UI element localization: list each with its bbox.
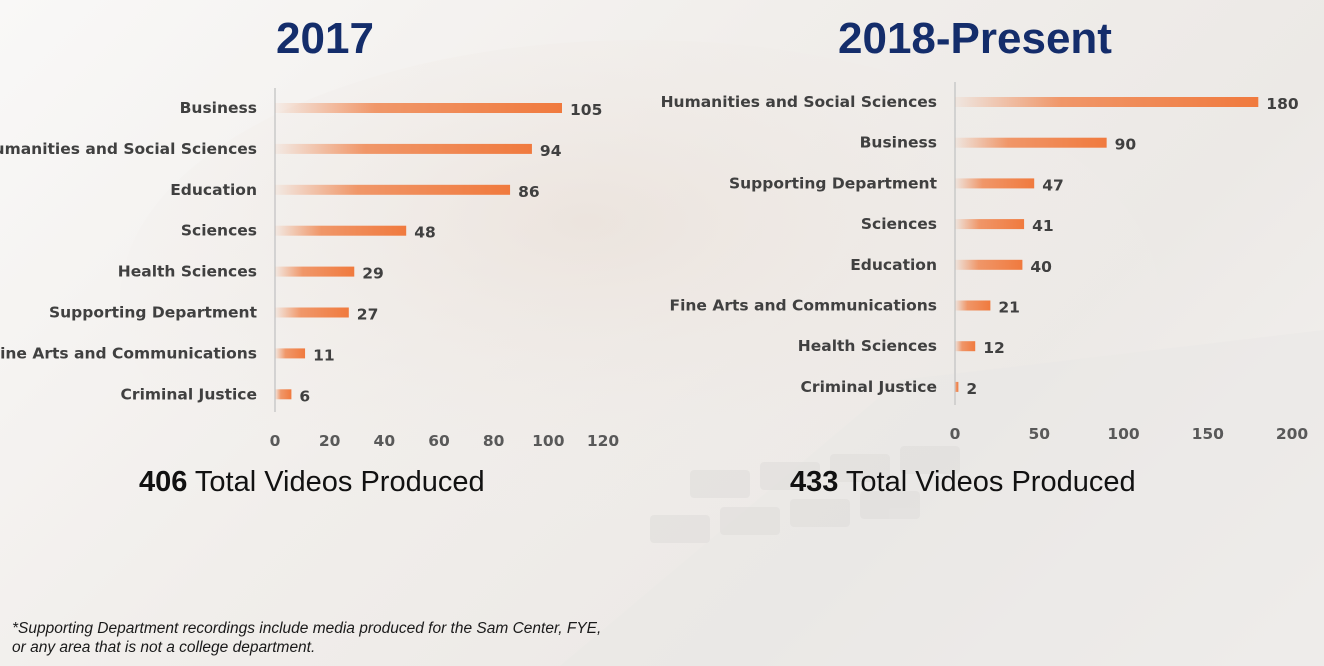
bar [955, 137, 1107, 148]
category-label: Education [170, 181, 257, 199]
bar [275, 143, 532, 154]
category-label: Fine Arts and Communications [670, 297, 938, 315]
x-tick-label: 100 [532, 432, 565, 450]
x-tick-label: 20 [319, 432, 341, 450]
x-tick-label: 0 [950, 425, 961, 443]
bar [955, 219, 1025, 230]
category-label: Criminal Justice [121, 385, 257, 403]
category-label: Supporting Department [49, 304, 258, 322]
bar [275, 184, 511, 195]
data-label: 180 [1266, 95, 1299, 113]
x-tick-label: 200 [1276, 425, 1309, 443]
category-label: Humanities and Social Sciences [0, 140, 257, 158]
data-label: 2 [966, 380, 977, 398]
total-text: Total Videos Produced [838, 466, 1136, 498]
category-label: Supporting Department [729, 174, 938, 192]
footnote-line-1: *Supporting Department recordings includ… [12, 620, 602, 637]
data-label: 48 [414, 224, 436, 242]
data-label: 41 [1032, 217, 1054, 235]
total-text: Total Videos Produced [187, 466, 485, 498]
bar [275, 389, 292, 400]
bar [275, 225, 407, 236]
x-tick-label: 60 [428, 432, 450, 450]
category-label: Criminal Justice [801, 378, 937, 396]
data-label: 105 [570, 101, 602, 119]
bar-chart-2018-present: Humanities and Social Sciences 180 Busines… [661, 82, 1309, 443]
chart-title-2018-present: 2018-Present [838, 14, 1112, 63]
data-label: 40 [1030, 258, 1052, 276]
category-label: Sciences [861, 215, 937, 233]
data-label: 11 [313, 346, 335, 364]
data-label: 6 [299, 387, 310, 405]
data-label: 86 [518, 183, 540, 201]
bar [275, 103, 562, 113]
category-label: Sciences [181, 222, 257, 240]
footnote-line-2: or any area that is not a college depart… [12, 639, 316, 656]
category-label: Health Sciences [118, 263, 257, 281]
data-label: 29 [362, 265, 384, 283]
category-label: Education [850, 256, 937, 274]
bar-chart-2017: Business 105 Humanities and Social Science… [0, 88, 620, 450]
data-label: 27 [357, 306, 379, 324]
data-label: 47 [1042, 176, 1064, 194]
data-label: 90 [1115, 136, 1137, 154]
category-label: Fine Arts and Communications [0, 344, 257, 362]
total-videos-2018-present: 433 Total Videos Produced [790, 466, 1136, 499]
bar [275, 307, 349, 318]
bar [275, 266, 355, 277]
total-count: 433 [790, 466, 839, 498]
category-label: Health Sciences [798, 337, 937, 355]
x-tick-label: 150 [1192, 425, 1225, 443]
x-tick-label: 40 [374, 432, 396, 450]
bar [955, 97, 1259, 107]
bar [955, 381, 959, 392]
total-count: 406 [139, 466, 188, 498]
bar [275, 348, 306, 359]
bar [955, 178, 1035, 189]
data-label: 94 [540, 142, 562, 160]
bar [955, 300, 991, 311]
x-tick-label: 120 [587, 432, 620, 450]
x-tick-label: 50 [1028, 425, 1050, 443]
footnote: *Supporting Department recordings includ… [12, 619, 712, 657]
bar [955, 259, 1023, 270]
x-tick-label: 0 [270, 432, 281, 450]
category-label: Business [180, 99, 257, 117]
x-tick-label: 80 [483, 432, 505, 450]
data-label: 21 [998, 299, 1020, 317]
x-tick-label: 100 [1107, 425, 1140, 443]
category-label: Humanities and Social Sciences [661, 93, 937, 111]
chart-title-2017: 2017 [276, 14, 374, 63]
data-label: 12 [983, 339, 1005, 357]
total-videos-2017: 406 Total Videos Produced [139, 466, 485, 499]
category-label: Business [860, 134, 937, 152]
bar [955, 341, 976, 352]
